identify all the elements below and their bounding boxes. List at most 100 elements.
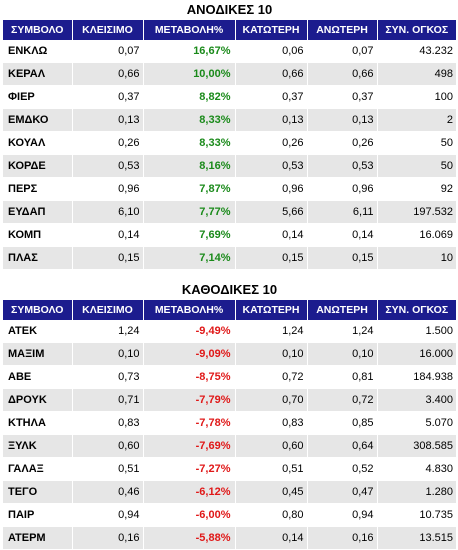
symbol-cell[interactable]: ΠΑΙΡ bbox=[3, 503, 73, 527]
change-cell: -9,09% bbox=[143, 342, 236, 366]
volume-cell: 92 bbox=[377, 177, 456, 201]
gainers-header-row: ΣΥΜΒΟΛΟ ΚΛΕΙΣΙΜΟ ΜΕΤΑΒΟΛΗ% ΚΑΤΩΤΕΡΗ ΑΝΩΤ… bbox=[3, 20, 456, 40]
symbol-cell[interactable]: ΜΑΞΙΜ bbox=[3, 342, 73, 366]
low-cell: 0,06 bbox=[235, 40, 308, 63]
change-cell: 7,77% bbox=[143, 200, 236, 224]
column-header-close[interactable]: ΚΛΕΙΣΙΜΟ bbox=[72, 300, 144, 320]
table-row: ΚΟΥΑΛ 0,26 8,33% 0,26 0,26 50 bbox=[3, 131, 456, 155]
high-cell: 0,14 bbox=[307, 223, 378, 247]
symbol-cell[interactable]: ΚΟΥΑΛ bbox=[3, 131, 73, 155]
low-cell: 0,13 bbox=[235, 108, 308, 132]
symbol-cell[interactable]: ΕΜΔΚΟ bbox=[3, 108, 73, 132]
change-cell: -9,49% bbox=[143, 320, 236, 343]
symbol-cell[interactable]: ΚΕΡΑΛ bbox=[3, 62, 73, 86]
close-cell: 0,66 bbox=[72, 62, 144, 86]
change-cell: -5,88% bbox=[143, 526, 236, 550]
column-header-symbol[interactable]: ΣΥΜΒΟΛΟ bbox=[3, 20, 73, 40]
low-cell: 0,51 bbox=[235, 457, 308, 481]
losers-header-row: ΣΥΜΒΟΛΟ ΚΛΕΙΣΙΜΟ ΜΕΤΑΒΟΛΗ% ΚΑΤΩΤΕΡΗ ΑΝΩΤ… bbox=[3, 300, 456, 320]
table-row: ΚΟΡΔΕ 0,53 8,16% 0,53 0,53 50 bbox=[3, 154, 456, 178]
high-cell: 0,07 bbox=[307, 40, 378, 63]
table-row: ΕΝΚΛΩ 0,07 16,67% 0,06 0,07 43.232 bbox=[3, 40, 456, 63]
symbol-cell[interactable]: ΠΕΡΣ bbox=[3, 177, 73, 201]
high-cell: 0,85 bbox=[307, 411, 378, 435]
column-header-symbol[interactable]: ΣΥΜΒΟΛΟ bbox=[3, 300, 73, 320]
column-header-volume[interactable]: ΣΥΝ. ΟΓΚΟΣ bbox=[377, 300, 456, 320]
symbol-cell[interactable]: ΚΟΜΠ bbox=[3, 223, 73, 247]
table-row: ΚΟΜΠ 0,14 7,69% 0,14 0,14 16.069 bbox=[3, 223, 456, 247]
volume-cell: 10 bbox=[377, 246, 456, 270]
high-cell: 0,15 bbox=[307, 246, 378, 270]
losers-title: ΚΑΘΟΔΙΚΕΣ 10 bbox=[181, 282, 278, 297]
symbol-cell[interactable]: ΠΛΑΣ bbox=[3, 246, 73, 270]
close-cell: 0,46 bbox=[72, 480, 144, 504]
change-cell: -7,69% bbox=[143, 434, 236, 458]
column-header-change[interactable]: ΜΕΤΑΒΟΛΗ% bbox=[143, 300, 236, 320]
low-cell: 0,70 bbox=[235, 388, 308, 412]
symbol-cell[interactable]: ΤΕΓΟ bbox=[3, 480, 73, 504]
symbol-cell[interactable]: ΑΤΕΚ bbox=[3, 320, 73, 343]
change-cell: 7,69% bbox=[143, 223, 236, 247]
table-row: ΑΤΕΡΜ 0,16 -5,88% 0,14 0,16 13.515 bbox=[3, 526, 456, 550]
close-cell: 0,37 bbox=[72, 85, 144, 109]
symbol-cell[interactable]: ΔΡΟΥΚ bbox=[3, 388, 73, 412]
volume-cell: 16.000 bbox=[377, 342, 456, 366]
gainers-title: ΑΝΟΔΙΚΕΣ 10 bbox=[186, 2, 273, 17]
close-cell: 0,60 bbox=[72, 434, 144, 458]
column-header-high[interactable]: ΑΝΩΤΕΡΗ bbox=[307, 20, 378, 40]
close-cell: 0,13 bbox=[72, 108, 144, 132]
column-header-volume[interactable]: ΣΥΝ. ΟΓΚΟΣ bbox=[377, 20, 456, 40]
high-cell: 6,11 bbox=[307, 200, 378, 224]
change-cell: 10,00% bbox=[143, 62, 236, 86]
symbol-cell[interactable]: ΓΑΛΑΞ bbox=[3, 457, 73, 481]
low-cell: 1,24 bbox=[235, 320, 308, 343]
column-header-close[interactable]: ΚΛΕΙΣΙΜΟ bbox=[72, 20, 144, 40]
table-row: ΜΑΞΙΜ 0,10 -9,09% 0,10 0,10 16.000 bbox=[3, 342, 456, 366]
low-cell: 0,15 bbox=[235, 246, 308, 270]
column-header-high[interactable]: ΑΝΩΤΕΡΗ bbox=[307, 300, 378, 320]
volume-cell: 3.400 bbox=[377, 388, 456, 412]
symbol-cell[interactable]: ΚΟΡΔΕ bbox=[3, 154, 73, 178]
symbol-cell[interactable]: ΑΤΕΡΜ bbox=[3, 526, 73, 550]
change-cell: 7,14% bbox=[143, 246, 236, 270]
high-cell: 0,37 bbox=[307, 85, 378, 109]
table-row: ΑΤΕΚ 1,24 -9,49% 1,24 1,24 1.500 bbox=[3, 320, 456, 343]
symbol-cell[interactable]: ΕΥΔΑΠ bbox=[3, 200, 73, 224]
high-cell: 0,47 bbox=[307, 480, 378, 504]
low-cell: 0,60 bbox=[235, 434, 308, 458]
change-cell: 8,33% bbox=[143, 108, 236, 132]
change-cell: -8,75% bbox=[143, 365, 236, 389]
close-cell: 0,96 bbox=[72, 177, 144, 201]
column-header-low[interactable]: ΚΑΤΩΤΕΡΗ bbox=[235, 300, 308, 320]
close-cell: 0,07 bbox=[72, 40, 144, 63]
volume-cell: 16.069 bbox=[377, 223, 456, 247]
low-cell: 0,72 bbox=[235, 365, 308, 389]
low-cell: 0,53 bbox=[235, 154, 308, 178]
low-cell: 0,83 bbox=[235, 411, 308, 435]
change-cell: 7,87% bbox=[143, 177, 236, 201]
symbol-cell[interactable]: ΑΒΕ bbox=[3, 365, 73, 389]
change-cell: -7,79% bbox=[143, 388, 236, 412]
symbol-cell[interactable]: ΚΤΗΛΑ bbox=[3, 411, 73, 435]
symbol-cell[interactable]: ΕΝΚΛΩ bbox=[3, 40, 73, 63]
column-header-low[interactable]: ΚΑΤΩΤΕΡΗ bbox=[235, 20, 308, 40]
high-cell: 0,26 bbox=[307, 131, 378, 155]
change-cell: -6,00% bbox=[143, 503, 236, 527]
volume-cell: 2 bbox=[377, 108, 456, 132]
volume-cell: 5.070 bbox=[377, 411, 456, 435]
symbol-cell[interactable]: ΞΥΛΚ bbox=[3, 434, 73, 458]
table-row: ΞΥΛΚ 0,60 -7,69% 0,60 0,64 308.585 bbox=[3, 434, 456, 458]
gainers-section: ΑΝΟΔΙΚΕΣ 10 ΣΥΜΒΟΛΟ ΚΛΕΙΣΙΜΟ ΜΕΤΑΒΟΛΗ% Κ… bbox=[3, 0, 456, 270]
volume-cell: 13.515 bbox=[377, 526, 456, 550]
close-cell: 6,10 bbox=[72, 200, 144, 224]
volume-cell: 1.280 bbox=[377, 480, 456, 504]
volume-cell: 4.830 bbox=[377, 457, 456, 481]
table-row: ΓΑΛΑΞ 0,51 -7,27% 0,51 0,52 4.830 bbox=[3, 457, 456, 481]
column-header-change[interactable]: ΜΕΤΑΒΟΛΗ% bbox=[143, 20, 236, 40]
high-cell: 0,81 bbox=[307, 365, 378, 389]
symbol-cell[interactable]: ΦΙΕΡ bbox=[3, 85, 73, 109]
change-cell: 16,67% bbox=[143, 40, 236, 63]
close-cell: 0,10 bbox=[72, 342, 144, 366]
low-cell: 0,14 bbox=[235, 223, 308, 247]
volume-cell: 184.938 bbox=[377, 365, 456, 389]
